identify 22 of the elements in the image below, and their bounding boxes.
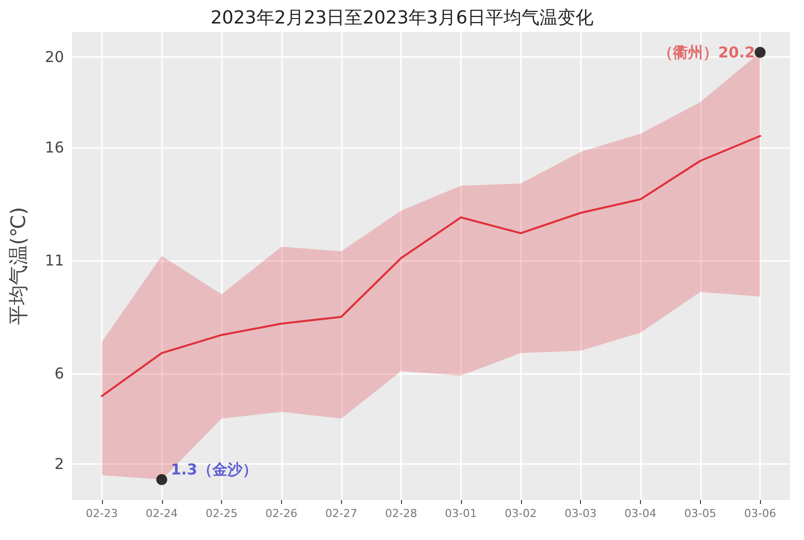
y-tick-label: 6 [54,364,64,382]
x-tick-label: 03-06 [744,507,776,520]
line-series [100,135,762,397]
y-tick-label: 20 [44,48,64,66]
annotation: 1.3（金沙） [170,460,258,479]
y-tick-label: 16 [44,138,64,156]
y-tick-label: 2 [54,454,64,473]
x-tick-label: 03-03 [564,507,597,520]
x-tick-label: 02-24 [146,507,178,520]
x-tick-label: 03-04 [624,507,656,520]
chart-title: 2023年2月23日至2023年3月6日平均气温变化 [210,8,594,28]
x-tick-label: 02-27 [325,507,358,520]
x-tick-label: 03-02 [504,507,537,520]
y-tick-label: 11 [44,251,64,270]
x-tick-label: 02-23 [86,507,118,520]
x-tick-label: 02-28 [385,507,418,520]
x-tick-label: 02-25 [206,507,238,520]
annotation: （衢州）20.2 [658,43,756,62]
x-tick-label: 03-05 [684,507,716,520]
y-axis-title: 平均气温(℃) [6,206,30,326]
x-tick-label: 02-26 [265,507,298,520]
x-tick-label: 03-01 [444,507,477,520]
